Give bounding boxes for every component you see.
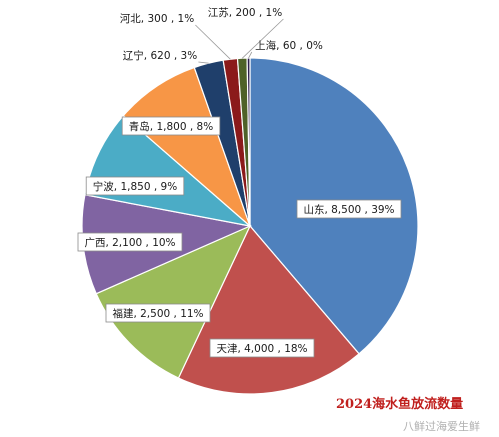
- slice-label-box-2: [209, 338, 315, 358]
- slice-label-5: 宁波, 1,850 , 9%: [93, 180, 177, 193]
- watermark-text: 八鲜过海爱生鲜: [403, 419, 480, 433]
- slice-label-1: 山东, 8,500 , 39%: [303, 203, 394, 216]
- slice-label-10: 上海, 60 , 0%: [255, 39, 323, 52]
- slice-labels: 山东, 8,500 , 39% 天津, 4,000 , 18% 福建, 2,500 …: [77, 6, 402, 358]
- chart-title: 2024海水鱼放流数量: [336, 396, 463, 412]
- leader-line-9: [242, 18, 284, 59]
- slice-label-9: 江苏, 200 , 1%: [208, 6, 282, 19]
- slice-label-box-5: [85, 176, 185, 196]
- pie-slice-10: [246, 57, 251, 227]
- slice-label-box-4: [77, 232, 183, 252]
- leader-lines: [195, 18, 284, 64]
- slice-label-4: 广西, 2,100 , 10%: [84, 237, 175, 249]
- slice-label-box-6: [121, 116, 221, 136]
- pie-slice-3: [95, 224, 252, 379]
- slice-label-box-3: [105, 303, 211, 323]
- leader-line-8: [195, 24, 231, 60]
- slice-label-6: 青岛, 1,800 , 8%: [129, 120, 213, 133]
- leader-line-10: [248, 51, 253, 59]
- pie-slice-6: [122, 66, 252, 228]
- slice-label-7: 辽宁, 620 , 3%: [123, 49, 197, 62]
- slice-label-3: 福建, 2,500 , 11%: [112, 307, 203, 320]
- slice-label-2: 天津, 4,000 , 18%: [216, 343, 307, 355]
- slice-label-box-1: [296, 199, 402, 219]
- leader-line-7: [198, 61, 209, 64]
- slice-label-8: 河北, 300 , 1%: [120, 13, 194, 25]
